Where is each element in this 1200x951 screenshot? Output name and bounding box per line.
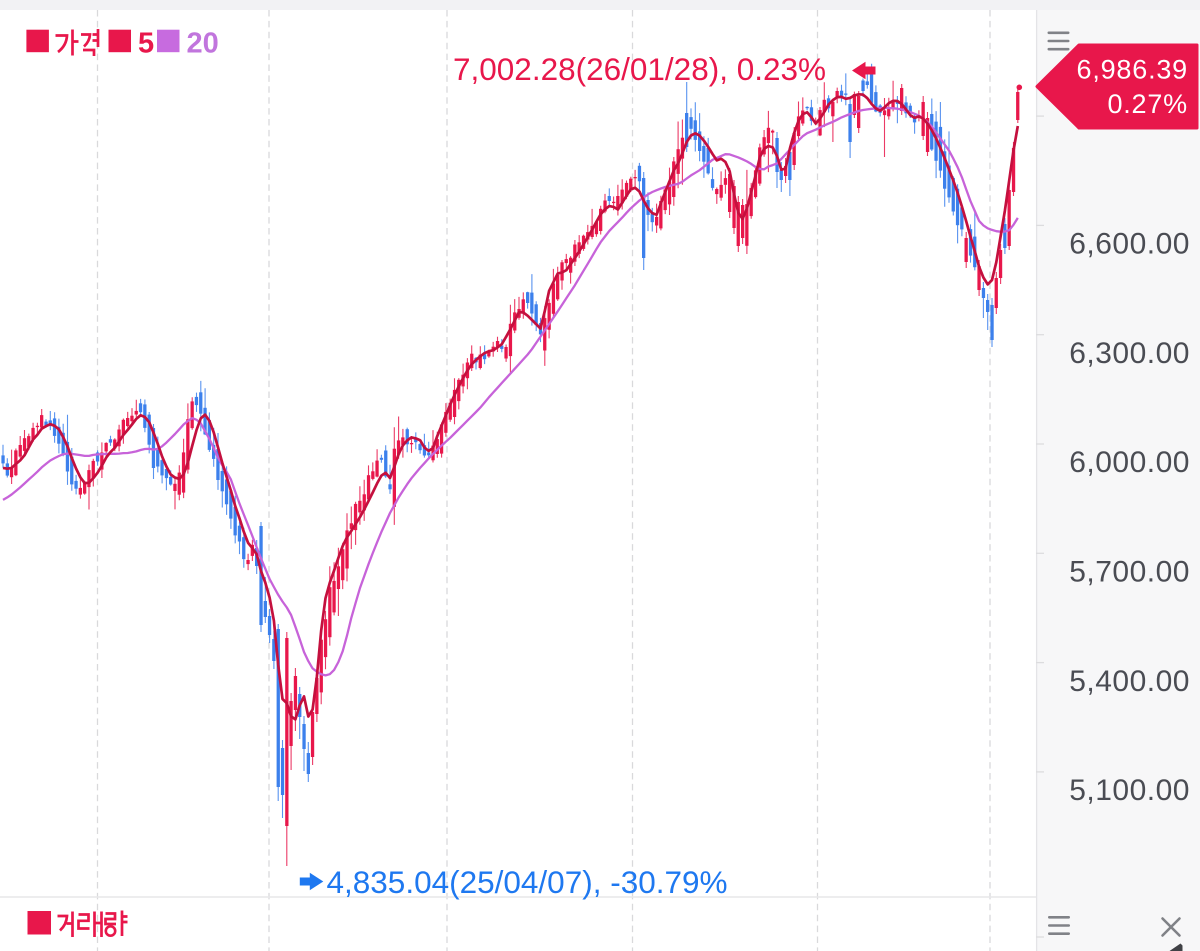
svg-text:5: 5: [138, 27, 154, 59]
svg-text:4,835.04(25/04/07), -30.79%: 4,835.04(25/04/07), -30.79%: [327, 864, 728, 900]
svg-text:6,600.00: 6,600.00: [1069, 228, 1190, 261]
svg-text:5,400.00: 5,400.00: [1069, 665, 1190, 698]
svg-text:5,700.00: 5,700.00: [1069, 556, 1190, 589]
svg-text:20: 20: [187, 27, 219, 59]
svg-text:6,000.00: 6,000.00: [1069, 446, 1190, 479]
svg-text:0.27%: 0.27%: [1107, 89, 1188, 119]
svg-text:7,002.28(26/01/28), 0.23%: 7,002.28(26/01/28), 0.23%: [453, 51, 826, 87]
svg-text:6,300.00: 6,300.00: [1069, 337, 1190, 370]
svg-text:5,100.00: 5,100.00: [1069, 774, 1190, 807]
svg-text:6,986.39: 6,986.39: [1077, 55, 1189, 85]
